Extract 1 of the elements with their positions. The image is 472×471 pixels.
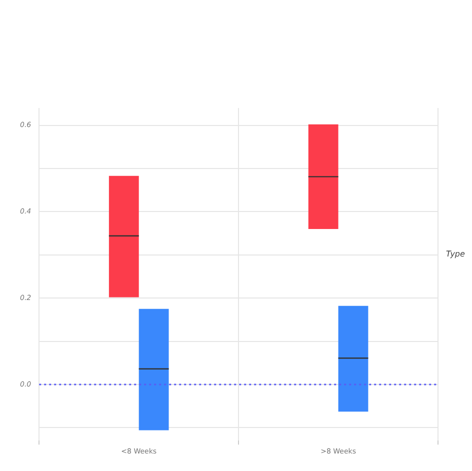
legend-title: Type — [446, 249, 466, 258]
